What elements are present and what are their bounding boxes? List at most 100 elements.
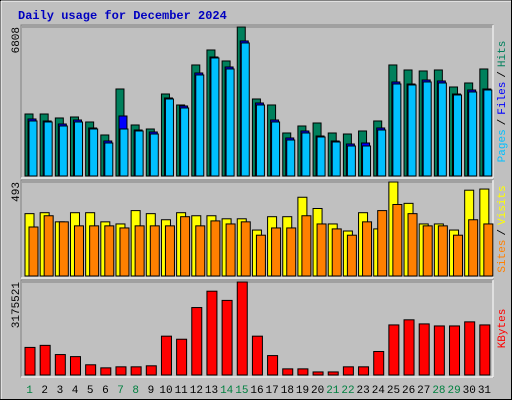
bar [89,128,99,177]
bar [195,225,206,277]
bar [453,94,463,177]
bar [191,307,203,376]
bar [286,227,297,277]
bar [297,368,309,376]
y-tick-label: 6808 [11,27,23,53]
bar [301,215,312,277]
legend: Pages / Files / Hits [497,41,509,163]
bar [195,74,205,177]
x-tick-label: 2 [41,385,48,397]
bar [301,132,311,177]
bar [422,81,432,177]
bar [28,226,39,277]
bar [468,91,478,177]
bar [236,281,248,376]
x-tick-label: 25 [387,385,400,397]
bar [377,210,388,277]
bar [225,223,236,277]
bar [362,221,373,277]
x-tick-label: 7 [117,385,124,397]
bar [43,121,53,177]
bar [392,83,402,177]
y-tick-label: 3175521 [11,282,23,329]
bar [449,325,461,376]
bar [73,225,84,277]
bar [100,367,112,376]
bar [342,366,354,376]
legend-entry: Sites [497,240,509,273]
bar [39,344,51,376]
bar [267,355,279,376]
x-tick-label: 8 [132,385,139,397]
bar [104,142,114,177]
bar [130,366,142,376]
x-tick-label: 20 [311,385,324,397]
bar [358,366,370,376]
bar [164,225,175,277]
bar [240,221,251,277]
bar [346,145,356,177]
legend-entry: Files [497,82,509,115]
bar [149,225,160,277]
bar [437,82,447,177]
bar [69,356,81,376]
bar [225,68,235,177]
bar [331,228,342,277]
bar [160,335,172,376]
x-tick-label: 29 [447,385,460,397]
x-tick-label: 1 [26,385,33,397]
bar [180,107,190,177]
bar [255,104,265,177]
bar [210,57,220,177]
bar [58,125,68,177]
bar [282,368,294,376]
bar [312,371,324,376]
bar [73,121,83,177]
bar [251,335,263,376]
bar [468,219,479,277]
x-tick-label: 5 [87,385,94,397]
bar [373,350,385,376]
bar [164,98,174,177]
bar [418,323,430,376]
legend-entry: Hits [497,41,509,67]
legend-separator: / [497,71,509,78]
chart-title: Daily usage for December 2024 [18,9,227,23]
bar [176,338,188,376]
bar [145,365,157,376]
bar [377,129,387,177]
legend-separator: / [497,229,509,236]
bar [271,121,281,177]
bar [149,133,159,177]
bar [115,366,127,376]
bar [433,325,445,376]
bar [221,299,233,376]
bar [286,139,296,177]
x-tick-label: 19 [296,385,309,397]
bar [331,141,341,177]
x-tick-label: 26 [402,385,415,397]
x-tick-label: 16 [250,385,263,397]
y-tick-label: 493 [11,182,23,202]
bar [58,221,69,277]
bar [392,203,403,277]
x-tick-label: 28 [432,385,445,397]
bar [89,225,100,277]
x-tick-label: 15 [235,385,248,397]
x-tick-label: 13 [205,385,218,397]
bar [437,225,448,277]
legend-entry: Pages [497,129,509,162]
legend: KBytes [497,309,509,349]
legend-separator: / [497,119,509,126]
bar [453,234,464,277]
bar [206,290,218,376]
bar [327,371,339,376]
bar [43,215,54,277]
x-tick-label: 6 [102,385,109,397]
x-tick-label: 24 [372,385,386,397]
bar [346,234,357,277]
bar [210,220,221,277]
x-tick-label: 17 [266,385,279,397]
bar [134,130,144,177]
